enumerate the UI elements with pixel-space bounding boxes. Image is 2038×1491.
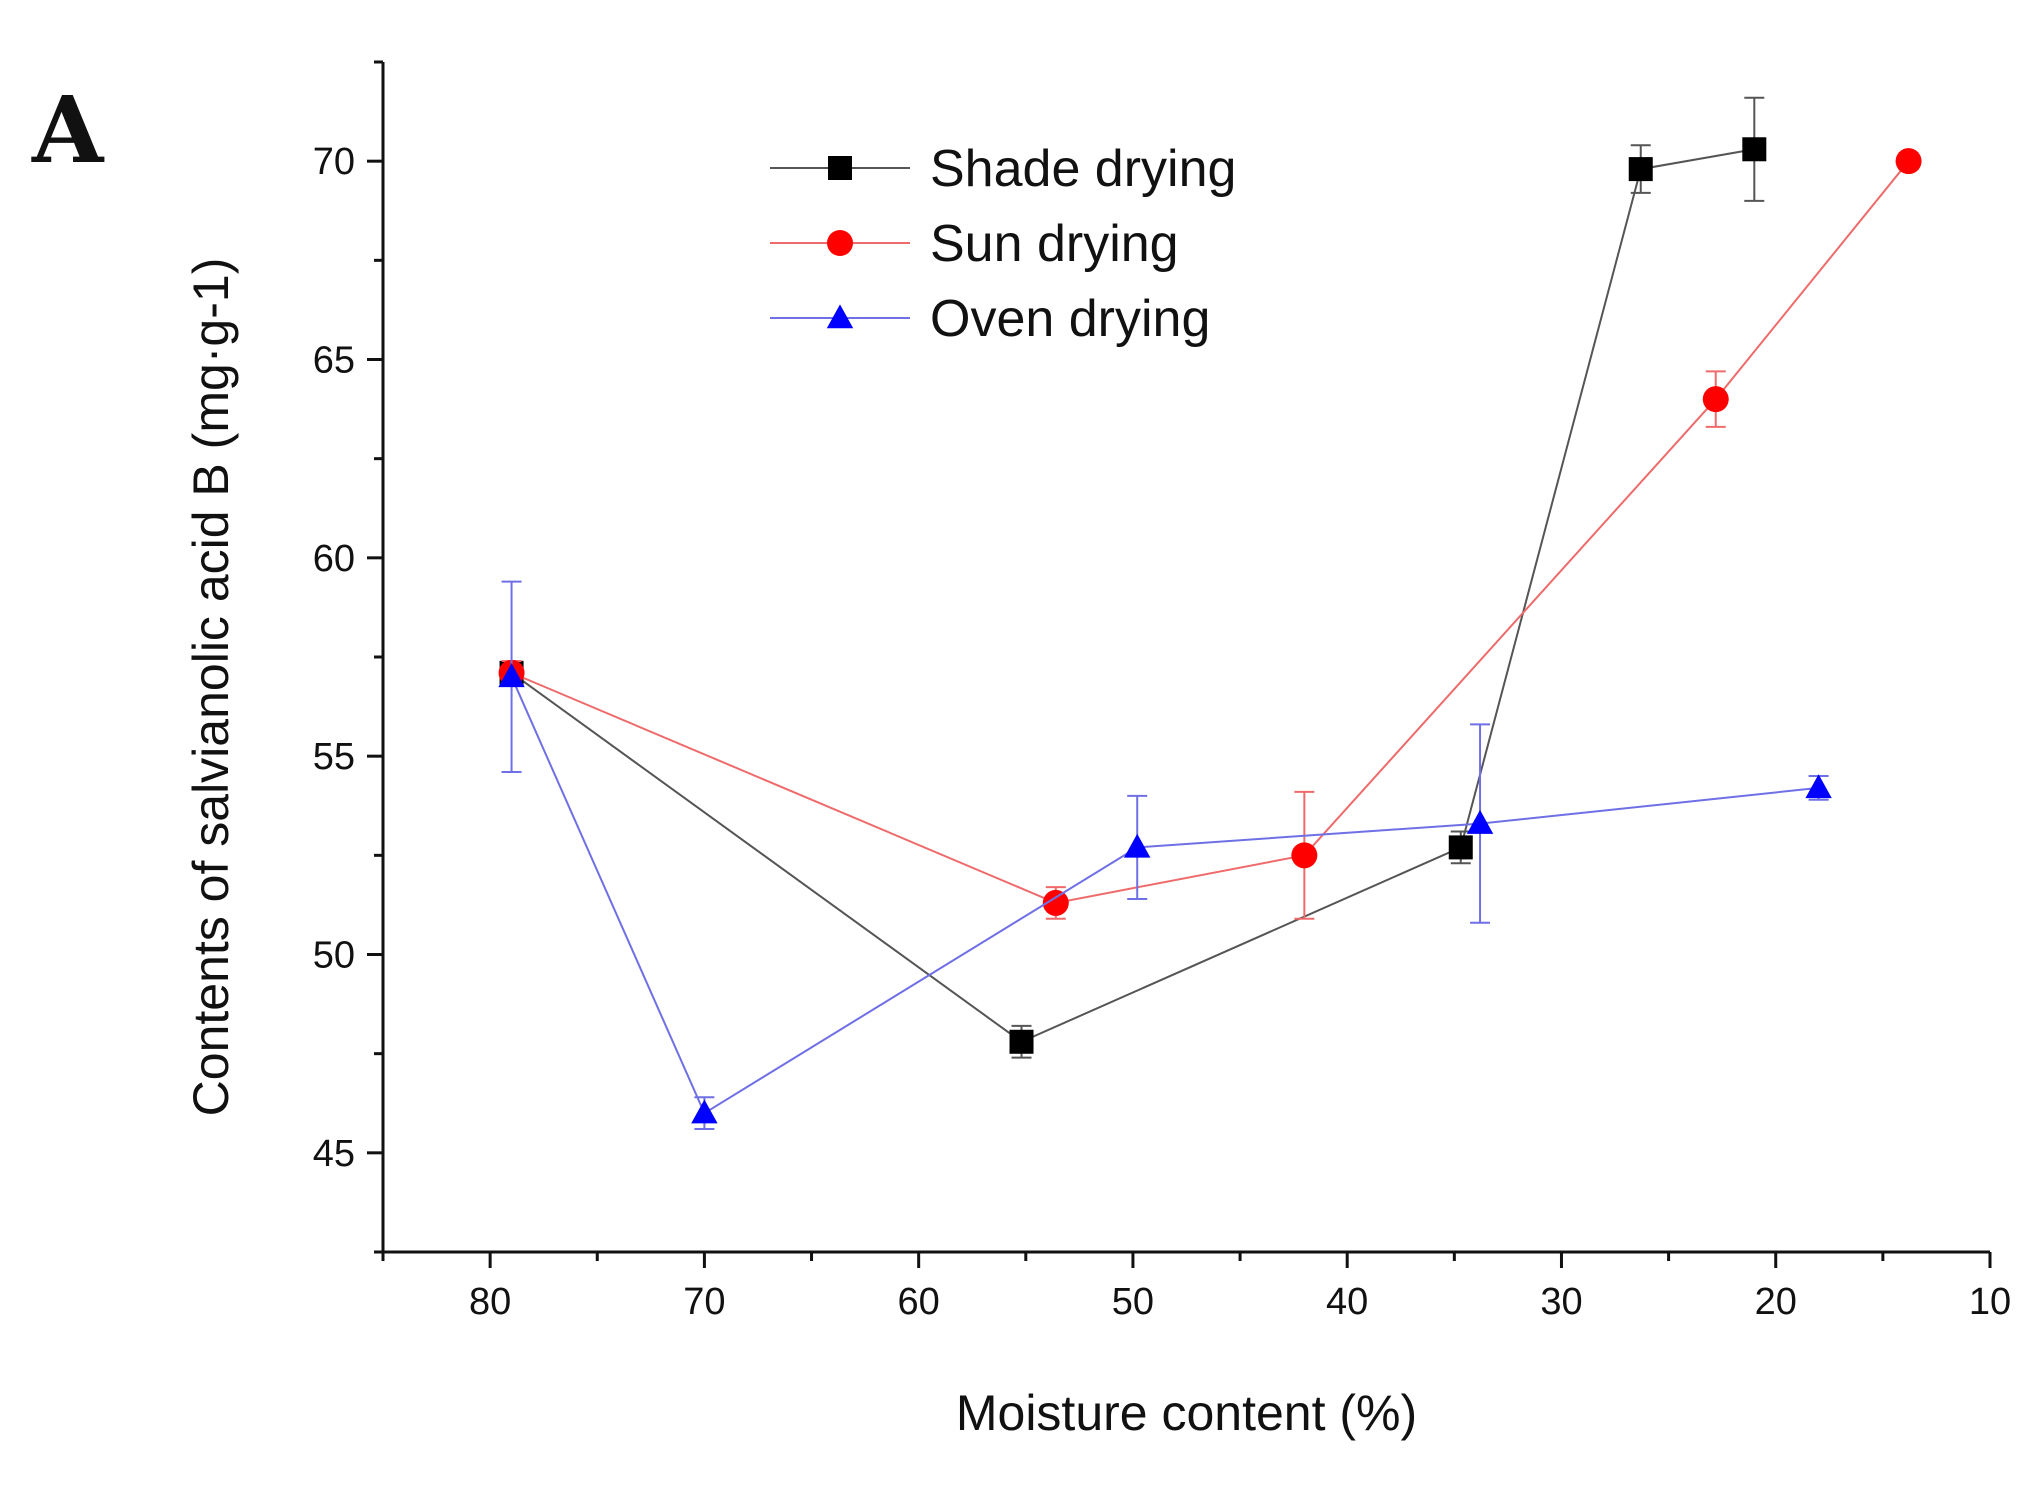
x-tick-label: 60 bbox=[898, 1281, 940, 1323]
series-line bbox=[510, 676, 1819, 1115]
series-shade-drying bbox=[499, 96, 1767, 1059]
data-point bbox=[1124, 833, 1151, 858]
legend-label: Shade drying bbox=[930, 140, 1236, 198]
data-point bbox=[691, 1099, 718, 1124]
series-oven-drying bbox=[498, 580, 1832, 1131]
x-axis-ticks: 80 70 60 50 40 30 20 10 bbox=[381, 1252, 2011, 1323]
x-tick-label: 80 bbox=[469, 1281, 511, 1323]
legend-label: Sun drying bbox=[930, 215, 1179, 273]
x-tick-label: 70 bbox=[683, 1281, 725, 1323]
x-tick-label: 10 bbox=[1969, 1281, 2011, 1323]
x-tick-label: 50 bbox=[1112, 1281, 1154, 1323]
series-line bbox=[510, 148, 1755, 1043]
data-point bbox=[1702, 386, 1729, 413]
y-axis-ticks: 45 50 55 60 65 70 bbox=[313, 60, 383, 1254]
plot-series bbox=[498, 96, 1922, 1131]
data-point bbox=[1291, 842, 1318, 869]
legend-label: Oven drying bbox=[930, 290, 1210, 348]
data-point bbox=[498, 663, 525, 688]
x-tick-label: 30 bbox=[1540, 1281, 1582, 1323]
data-point bbox=[1628, 157, 1653, 182]
y-tick-label: 70 bbox=[313, 141, 355, 183]
panel-label: A bbox=[31, 76, 105, 184]
data-point bbox=[1742, 137, 1767, 162]
data-point bbox=[1009, 1029, 1034, 1054]
data-point bbox=[1042, 889, 1069, 916]
x-tick-label: 20 bbox=[1755, 1281, 1797, 1323]
legend-marker bbox=[826, 304, 854, 329]
series-line bbox=[511, 160, 1910, 904]
y-tick-label: 55 bbox=[313, 736, 355, 778]
data-point bbox=[1805, 774, 1832, 799]
data-point bbox=[1895, 148, 1922, 175]
y-tick-label: 50 bbox=[313, 935, 355, 977]
legend: Shade drying Sun drying Oven drying bbox=[770, 140, 1236, 348]
y-axis-title: Contents of salvianolic acid B (mg·g-1) bbox=[183, 258, 239, 1117]
x-tick-label: 40 bbox=[1326, 1281, 1368, 1323]
legend-marker bbox=[827, 230, 853, 256]
series-sun-drying bbox=[498, 148, 1922, 920]
legend-marker bbox=[828, 156, 852, 180]
y-tick-label: 65 bbox=[313, 340, 355, 382]
y-tick-label: 60 bbox=[313, 538, 355, 580]
y-tick-label: 45 bbox=[313, 1133, 355, 1175]
data-point bbox=[1466, 809, 1494, 834]
x-axis-title: Moisture content (%) bbox=[956, 1385, 1417, 1441]
data-point bbox=[1448, 835, 1473, 860]
